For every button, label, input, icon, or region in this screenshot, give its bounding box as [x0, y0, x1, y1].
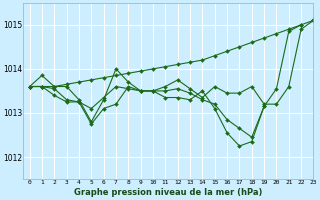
X-axis label: Graphe pression niveau de la mer (hPa): Graphe pression niveau de la mer (hPa): [74, 188, 263, 197]
